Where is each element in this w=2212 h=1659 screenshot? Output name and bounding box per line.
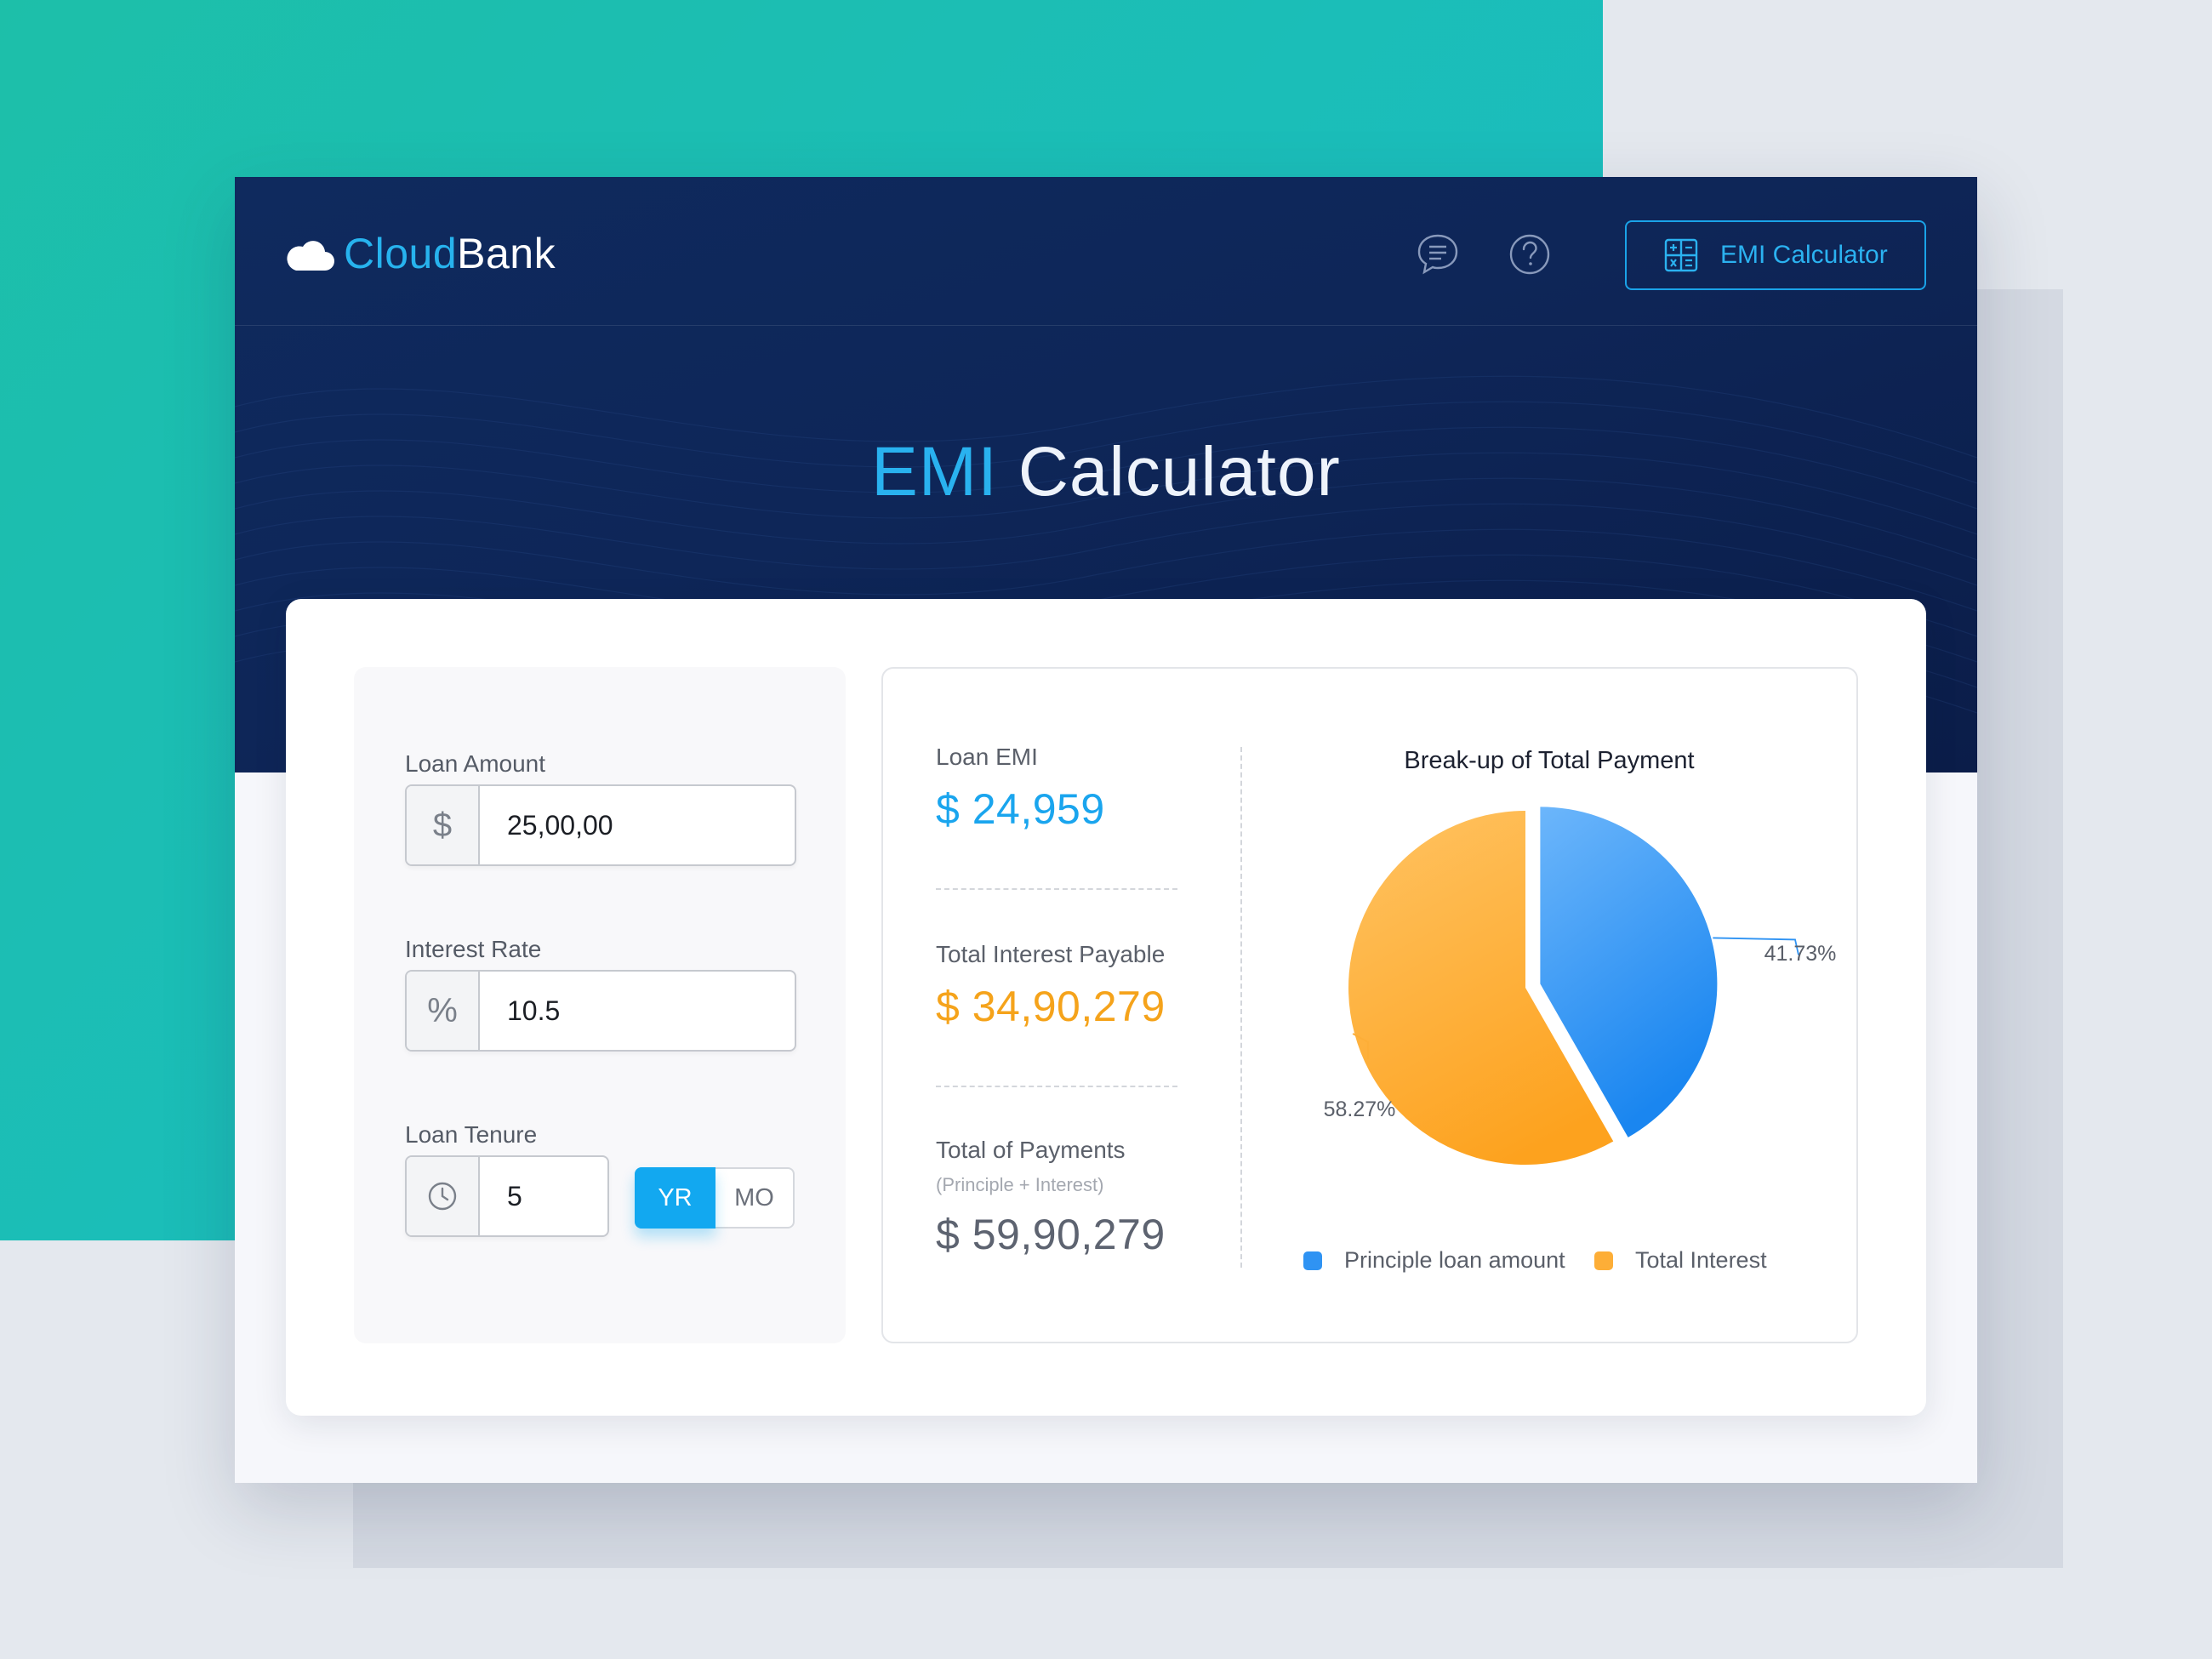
legend-label-principle: Principle loan amount (1344, 1247, 1565, 1273)
clock-icon (407, 1157, 480, 1235)
input-panel: Loan Amount $ 25,00,00 Interest Rate % 1… (354, 667, 846, 1343)
total-interest-label: Total Interest Payable (936, 941, 1166, 967)
divider (936, 1086, 1177, 1087)
tenure-unit-year-button[interactable]: YR (635, 1167, 715, 1229)
vertical-divider (1240, 747, 1242, 1268)
tenure-unit-toggle: YR MO (635, 1167, 795, 1229)
loan-emi-value: $ 24,959 (936, 785, 1105, 833)
legend-item-interest: Total Interest (1594, 1247, 1767, 1274)
legend-label-interest: Total Interest (1635, 1247, 1767, 1273)
cloud-logo-icon (287, 241, 334, 271)
calculator-icon (1664, 238, 1698, 272)
pie-leader-line-interest (1352, 1033, 1369, 1059)
brand-name-part1: Cloud (344, 230, 458, 277)
pie-data-label-principle: 41.73% (1764, 942, 1836, 966)
pie-leader-line-principle (1713, 937, 1799, 955)
loan-tenure-value[interactable]: 5 (507, 1180, 522, 1211)
page-title-part2: Calculator (1018, 433, 1341, 510)
app-window: CloudBank (235, 177, 1977, 1483)
pie-slice-principle (1540, 807, 1718, 1137)
total-payments-sublabel: (Principle + Interest) (936, 1174, 1104, 1195)
cloudbank-logo[interactable]: CloudBank (284, 228, 556, 279)
loan-emi-label: Loan EMI (936, 744, 1038, 770)
total-interest-value: $ 34,90,279 (936, 983, 1166, 1030)
calculator-card: Loan Amount $ 25,00,00 Interest Rate % 1… (286, 599, 1926, 1416)
loan-tenure-field[interactable]: 5 (405, 1155, 609, 1237)
interest-rate-label: Interest Rate (405, 936, 542, 962)
legend-swatch-orange (1594, 1251, 1613, 1270)
tenure-unit-month-button[interactable]: MO (734, 1183, 774, 1211)
results-panel: Loan EMI $ 24,959 Total Interest Payable… (881, 667, 1858, 1343)
pie-chart: 41.73% 58.27% (1324, 807, 1836, 1165)
brand-name-part2: Bank (457, 230, 556, 277)
pie-slice-interest (1348, 811, 1614, 1165)
emi-calculator-button-label: EMI Calculator (1720, 241, 1888, 269)
percent-icon: % (407, 972, 480, 1050)
top-navigation-bar: CloudBank (235, 177, 1977, 326)
emi-calculator-button[interactable]: EMI Calculator (1625, 220, 1926, 290)
loan-tenure-label: Loan Tenure (405, 1121, 538, 1148)
total-payments-label: Total of Payments (936, 1137, 1126, 1163)
page-title-part1: EMI (871, 433, 998, 510)
brand-name: CloudBank (344, 229, 556, 278)
loan-amount-value[interactable]: 25,00,00 (507, 809, 613, 841)
dollar-icon: $ (407, 786, 480, 864)
chat-icon[interactable] (1416, 232, 1460, 276)
legend-item-principle: Principle loan amount (1303, 1247, 1565, 1274)
loan-amount-label: Loan Amount (405, 750, 546, 777)
total-payments-value: $ 59,90,279 (936, 1211, 1166, 1258)
chart-title: Break-up of Total Payment (1404, 747, 1695, 774)
help-icon[interactable] (1508, 232, 1552, 276)
page-title: EMI Calculator (235, 432, 1977, 512)
divider (936, 888, 1177, 890)
clock-icon-graphic (428, 1182, 457, 1211)
interest-rate-field[interactable]: % 10.5 (405, 970, 796, 1052)
legend-swatch-blue (1303, 1251, 1322, 1270)
pie-data-label-interest: 58.27% (1324, 1097, 1396, 1121)
loan-amount-field[interactable]: $ 25,00,00 (405, 784, 796, 866)
interest-rate-value[interactable]: 10.5 (507, 995, 561, 1026)
